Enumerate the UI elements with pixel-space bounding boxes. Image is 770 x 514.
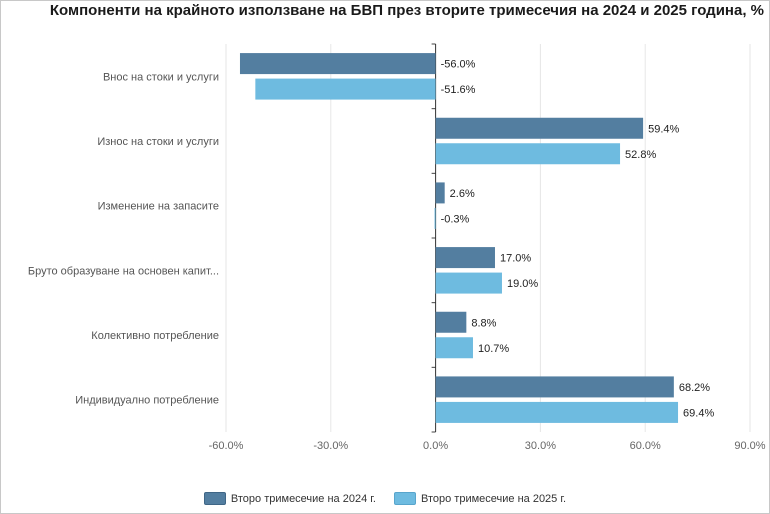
data-label: -51.6% <box>441 84 476 96</box>
legend-item-2025[interactable]: Второ тримесечие на 2025 г. <box>394 492 566 505</box>
category-label: Бруто образуване на основен капит... <box>28 265 219 277</box>
bar-2024 <box>435 247 495 269</box>
data-label: 59.4% <box>648 123 679 135</box>
data-label: -56.0% <box>441 59 476 71</box>
bar-2024 <box>239 53 436 75</box>
data-label: 52.8% <box>625 149 656 161</box>
bar-2024 <box>435 311 467 333</box>
data-label: 69.4% <box>683 407 714 419</box>
bar-2024 <box>435 376 674 398</box>
category-label: Изменение на запасите <box>98 201 219 213</box>
bar-2025 <box>435 143 621 165</box>
legend-swatch <box>394 492 416 505</box>
data-label: 2.6% <box>450 188 475 200</box>
legend-swatch <box>203 492 226 505</box>
data-label: 8.8% <box>471 317 496 329</box>
legend-label: Второ тримесечие на 2024 г. <box>230 492 376 505</box>
bar-2025 <box>435 337 473 359</box>
data-label: 17.0% <box>500 253 531 265</box>
category-label: Внос на стоки и услуги <box>103 71 219 83</box>
bar-2025 <box>434 207 436 229</box>
chart-title: Компоненти на крайното използване на БВП… <box>49 2 764 19</box>
grid-lines <box>225 43 751 433</box>
category-label: Износ на стоки и услуги <box>97 136 219 148</box>
x-tick-label: 0.0% <box>423 440 448 452</box>
x-tick-label: 90.0% <box>734 440 765 452</box>
data-label: -0.3% <box>441 213 470 225</box>
data-label: 19.0% <box>507 278 538 290</box>
bar-2025 <box>435 272 502 294</box>
labels: -60.0% -30.0% 0.0% 30.0% 60.0% 90.0% Внос на с… <box>28 59 766 452</box>
bars <box>239 53 679 423</box>
legend-item-2024[interactable]: Второ тримесечие на 2024 г. <box>203 492 376 505</box>
bar-2024 <box>435 117 644 139</box>
bar-2024 <box>435 182 445 204</box>
x-tick-label: -60.0% <box>209 440 244 452</box>
data-label: 68.2% <box>679 382 710 394</box>
x-tick-label: -30.0% <box>313 440 348 452</box>
bar-chart: -60.0% -30.0% 0.0% 30.0% 60.0% 90.0% Внос на с… <box>28 43 766 452</box>
x-tick-label: 30.0% <box>525 440 556 452</box>
data-label: 10.7% <box>478 343 509 355</box>
x-tick-label: 60.0% <box>630 440 661 452</box>
legend-label: Второ тримесечие на 2025 г. <box>421 492 567 505</box>
bar-2025 <box>255 78 436 100</box>
category-label: Индивидуално потребление <box>75 395 219 407</box>
category-label: Колективно потребление <box>91 330 219 342</box>
bar-2025 <box>435 401 679 423</box>
legend: Второ тримесечие на 2024 г. Второ тримесе… <box>0 492 770 505</box>
